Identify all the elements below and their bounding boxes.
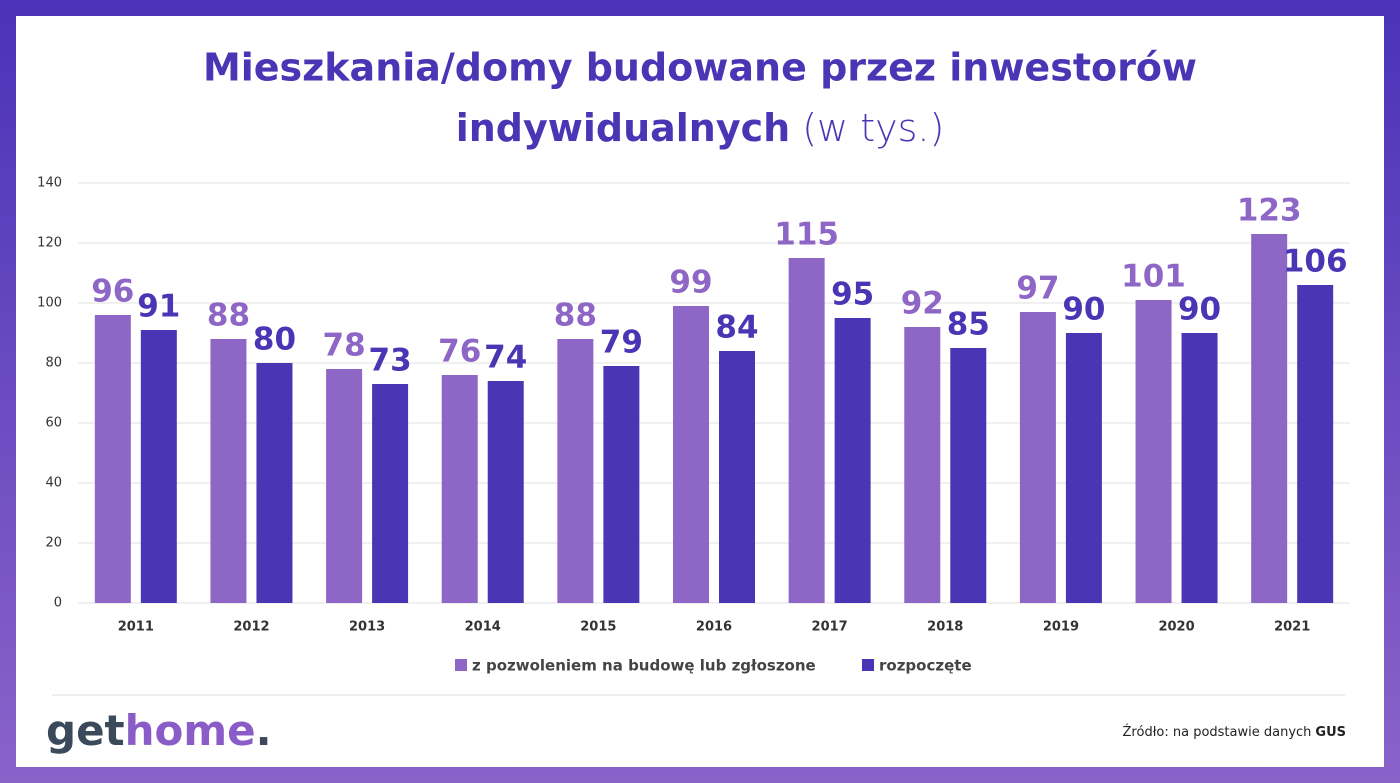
chart-title: Mieszkania/domy budowane przez inwestoró… [203, 46, 1197, 90]
value-label: 91 [137, 289, 180, 325]
y-tick-label: 80 [45, 356, 62, 371]
source-bold: GUS [1315, 725, 1346, 740]
x-tick-label: 2017 [812, 620, 848, 635]
bar [603, 366, 640, 603]
chart-title: indywidualnych [456, 106, 791, 150]
bar [256, 363, 293, 603]
value-label: 80 [253, 322, 296, 358]
source-text: Źródło: na podstawie danych [1123, 724, 1312, 740]
value-label: 96 [91, 274, 134, 310]
bar [557, 339, 594, 603]
x-tick-label: 2013 [349, 620, 385, 635]
bar [1019, 312, 1056, 603]
logo-part: home [125, 706, 256, 755]
value-label: 73 [369, 343, 412, 379]
x-tick-label: 2011 [118, 620, 154, 635]
x-tick-label: 2020 [1158, 620, 1194, 635]
value-label: 90 [1062, 292, 1105, 328]
value-label: 88 [554, 298, 597, 334]
value-label: 115 [774, 217, 839, 253]
value-label: 123 [1237, 193, 1302, 229]
y-tick-label: 60 [45, 416, 62, 431]
legend-swatch [455, 659, 467, 671]
legend-label: z pozwoleniem na budowę lub zgłoszone [472, 657, 816, 675]
value-label: 79 [600, 325, 643, 361]
bar [441, 375, 478, 603]
chart-title-line: indywidualnych (w tys.) [456, 106, 945, 150]
value-label: 90 [1178, 292, 1221, 328]
x-tick-label: 2012 [233, 620, 269, 635]
value-label: 88 [207, 298, 250, 334]
source: Źródło: na podstawie danych GUS [1123, 724, 1346, 740]
value-label: 84 [715, 310, 758, 346]
y-tick-label: 40 [45, 476, 62, 491]
value-label: 97 [1016, 271, 1059, 307]
y-tick-label: 100 [37, 296, 62, 311]
x-tick-label: 2018 [927, 620, 963, 635]
x-tick-label: 2014 [465, 620, 501, 635]
legend-label: rozpoczęte [879, 657, 972, 675]
x-tick-label: 2016 [696, 620, 732, 635]
bar [372, 384, 409, 603]
bar [1251, 234, 1288, 603]
x-tick-label: 2015 [580, 620, 616, 635]
bar [834, 318, 871, 603]
logo: gethome. [46, 706, 272, 755]
y-tick-label: 0 [54, 596, 62, 611]
x-tick-label: 2021 [1274, 620, 1310, 635]
bar [1065, 333, 1102, 603]
chart-unit: (w tys.) [802, 106, 944, 150]
bar [1297, 285, 1334, 603]
value-label: 92 [901, 286, 944, 322]
bar [210, 339, 247, 603]
value-label: 76 [438, 334, 481, 370]
bar [94, 315, 131, 603]
value-label: 106 [1283, 244, 1348, 280]
bar [719, 351, 755, 603]
y-tick-label: 20 [45, 536, 62, 551]
bar [140, 330, 177, 603]
bar [673, 306, 709, 603]
bar [788, 258, 825, 603]
y-tick-label: 120 [37, 236, 62, 251]
value-label: 99 [669, 265, 712, 301]
bar [1181, 333, 1218, 603]
logo-part: get [46, 706, 125, 755]
legend-swatch [862, 659, 874, 671]
bar [326, 369, 363, 603]
bar [950, 348, 987, 603]
value-label: 74 [484, 340, 527, 376]
y-tick-label: 140 [37, 176, 62, 191]
value-label: 85 [947, 307, 990, 343]
logo-part: . [256, 706, 272, 755]
value-label: 95 [831, 277, 874, 313]
value-label: 78 [323, 328, 366, 364]
bar [487, 381, 524, 603]
bar [904, 327, 941, 603]
value-label: 101 [1121, 259, 1186, 295]
x-tick-label: 2019 [1043, 620, 1079, 635]
bar [1135, 300, 1172, 603]
